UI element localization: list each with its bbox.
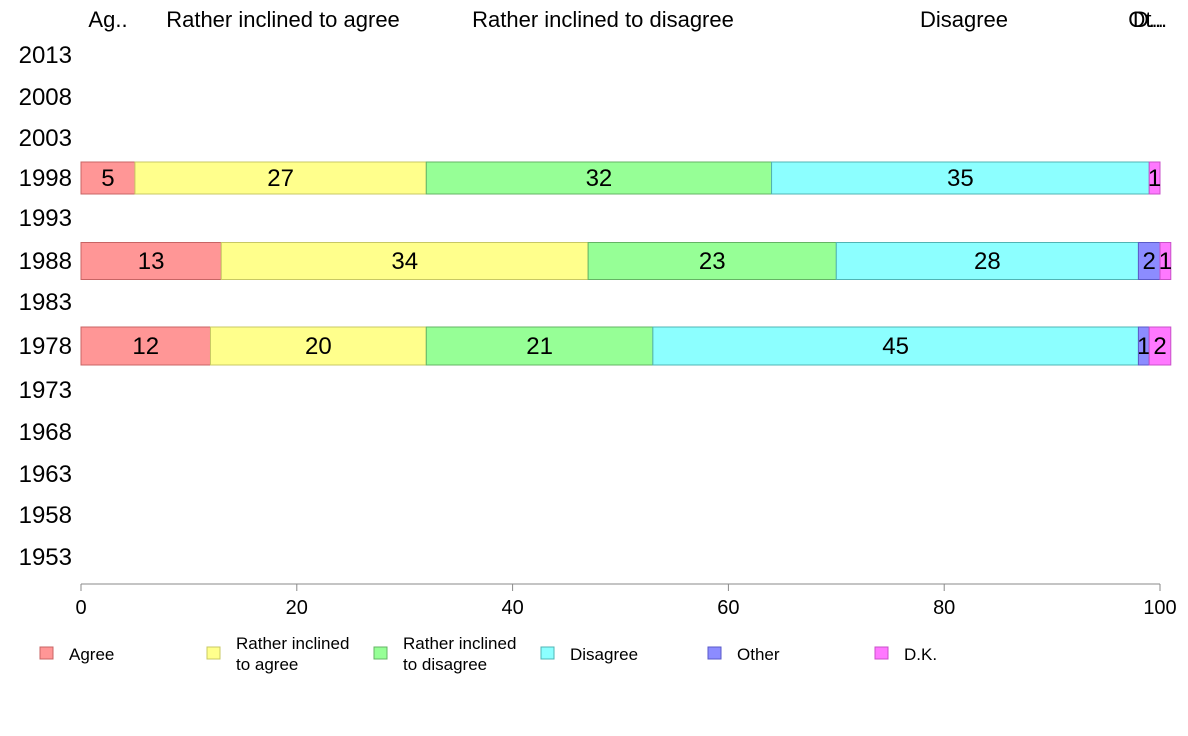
year-axis: 2013 2008 2003 1998 1993 1988 1983 1978 1973 1968… — [19, 42, 72, 571]
bar-segment — [1148, 161, 1161, 195]
value-label: 2 — [1153, 333, 1166, 360]
value-label: 27 — [267, 165, 294, 192]
x-tick-label: 100 — [1143, 597, 1176, 619]
legend-label: D.K. — [904, 645, 937, 664]
year-label: 1963 — [19, 461, 72, 488]
legend-label: Other — [737, 645, 780, 664]
legend-label: Rather inclined — [236, 634, 349, 653]
legend-label: Rather inclined — [403, 634, 516, 653]
x-tick-label: 80 — [933, 597, 955, 619]
year-label: 2013 — [19, 42, 72, 69]
legend-swatch — [39, 646, 54, 660]
value-label: 45 — [882, 333, 909, 360]
legend-swatch — [373, 646, 388, 660]
year-label: 2003 — [19, 125, 72, 152]
bar-segment — [1159, 242, 1172, 280]
value-label: 20 — [305, 333, 332, 360]
value-label: 23 — [699, 248, 726, 275]
x-tick-label: 40 — [501, 597, 523, 619]
bar-segment — [220, 242, 589, 280]
legend-swatch — [540, 646, 555, 660]
value-label: 13 — [138, 248, 165, 275]
value-label: 21 — [526, 333, 553, 360]
year-label: 1983 — [19, 289, 72, 316]
year-label: 1993 — [19, 205, 72, 232]
bar-segment — [587, 242, 837, 280]
value-label: 1 — [1148, 165, 1161, 192]
x-tick-label: 20 — [286, 597, 308, 619]
bar-segment — [771, 161, 1150, 195]
value-label: 2 — [1143, 248, 1156, 275]
legend-swatch — [707, 646, 722, 660]
year-label: 1968 — [19, 419, 72, 446]
bars: 5 27 32 35 113 34 23 28 2 112 20 21 45 1 2 — [80, 161, 1172, 366]
legend-label: to disagree — [403, 655, 487, 674]
value-label: 28 — [974, 248, 1001, 275]
value-label: 1 — [1137, 333, 1150, 360]
legend-label: Disagree — [570, 645, 638, 664]
legend: Agree Rather inclined to agree Rather incli… — [39, 634, 937, 674]
header-label: Ag.. — [88, 7, 127, 32]
year-label: 1958 — [19, 502, 72, 529]
header-label: Rather inclined to agree — [166, 7, 400, 32]
year-label: 1988 — [19, 248, 72, 275]
legend-label: Agree — [69, 645, 114, 664]
bar-segment — [425, 161, 773, 195]
x-axis: 0 20 40 60 80 100 — [75, 583, 1177, 619]
legend-swatch — [874, 646, 889, 660]
year-label: 1998 — [19, 165, 72, 192]
header-label: Disagree — [920, 7, 1008, 32]
year-label: 1973 — [19, 377, 72, 404]
x-tick-label: 0 — [75, 597, 86, 619]
value-label: 12 — [132, 333, 159, 360]
x-tick-label: 60 — [717, 597, 739, 619]
category-header: Ag.. Rather inclined to agree Rather incli… — [88, 7, 1167, 32]
value-label: 35 — [947, 165, 974, 192]
value-label: 32 — [586, 165, 613, 192]
year-label: 2008 — [19, 84, 72, 111]
legend-label: to agree — [236, 655, 298, 674]
header-label: D... — [1133, 7, 1167, 32]
legend-swatch — [206, 646, 221, 660]
value-label: 5 — [101, 165, 114, 192]
bar-segment — [80, 161, 136, 195]
bar-segment — [209, 326, 427, 366]
bar-segment — [652, 326, 1139, 366]
bar-segment — [134, 161, 427, 195]
header-label: Rather inclined to disagree — [472, 7, 734, 32]
header-label: Ot.. — [1128, 7, 1163, 32]
value-label: 34 — [391, 248, 418, 275]
bar-segment — [80, 242, 222, 280]
year-label: 1953 — [19, 544, 72, 571]
value-label: 1 — [1159, 248, 1172, 275]
year-label: 1978 — [19, 333, 72, 360]
bar-segment — [1148, 326, 1172, 366]
bar-segment — [835, 242, 1139, 280]
